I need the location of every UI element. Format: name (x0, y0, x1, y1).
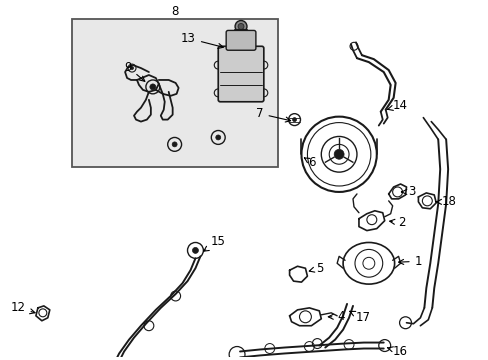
Text: 1: 1 (398, 255, 421, 268)
Circle shape (130, 67, 133, 69)
Text: 6: 6 (304, 156, 314, 169)
Circle shape (238, 23, 244, 30)
Circle shape (333, 149, 344, 159)
Text: 13: 13 (181, 32, 223, 49)
Text: 18: 18 (435, 195, 456, 208)
Circle shape (235, 21, 246, 32)
Text: 10: 10 (0, 359, 1, 360)
Circle shape (192, 247, 198, 253)
Text: 4: 4 (327, 310, 344, 323)
FancyBboxPatch shape (226, 31, 255, 50)
Text: 16: 16 (386, 345, 407, 358)
Text: 12: 12 (11, 301, 35, 314)
Circle shape (215, 135, 220, 140)
Text: 17: 17 (349, 311, 369, 324)
Text: 14: 14 (386, 99, 407, 112)
Text: 19: 19 (0, 359, 1, 360)
Text: 11: 11 (0, 359, 1, 360)
Text: 8: 8 (171, 5, 178, 18)
Circle shape (172, 142, 177, 147)
FancyBboxPatch shape (218, 46, 264, 102)
Circle shape (149, 84, 156, 90)
Text: 3: 3 (401, 185, 414, 198)
Circle shape (292, 118, 296, 122)
Text: 15: 15 (203, 235, 225, 251)
Text: 2: 2 (389, 216, 405, 229)
Text: 9: 9 (124, 60, 144, 81)
Text: 7: 7 (256, 107, 290, 122)
Bar (71, 18, 277, 167)
Text: 5: 5 (308, 262, 323, 275)
